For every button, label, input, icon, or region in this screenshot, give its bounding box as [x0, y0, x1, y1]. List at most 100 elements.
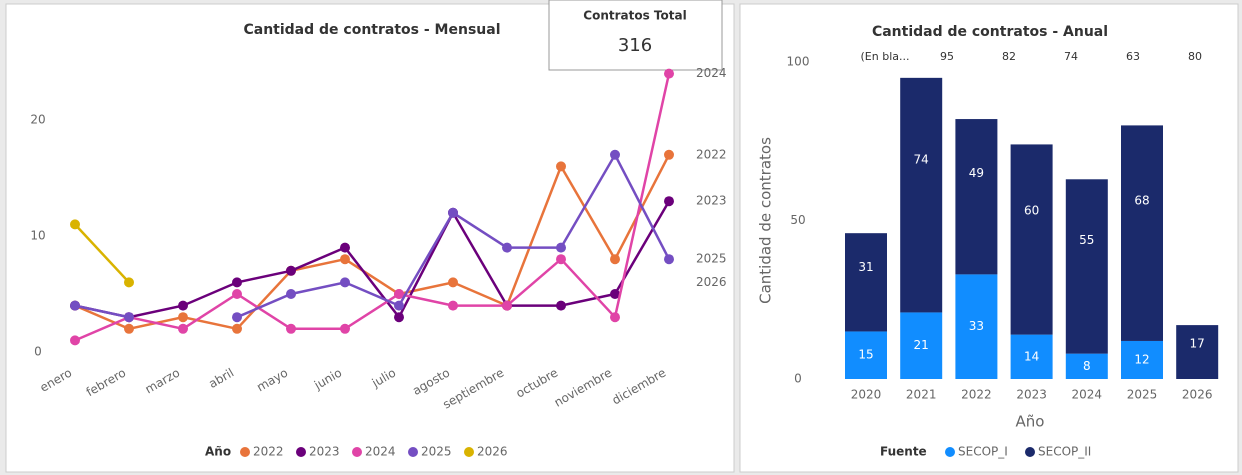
x-tick-label: 2024	[1072, 388, 1103, 402]
point	[664, 149, 674, 160]
header-label: 74	[1064, 50, 1078, 63]
end-label: 2025	[696, 252, 727, 266]
value-label: 49	[969, 166, 984, 180]
bar-segment	[1121, 125, 1163, 341]
y-tick-label: 100	[787, 55, 810, 69]
bar-segment	[1010, 144, 1053, 335]
y-tick-label: 10	[30, 229, 45, 243]
point	[232, 289, 242, 299]
y-tick-label: 20	[30, 113, 45, 127]
end-label: 2022	[696, 147, 727, 161]
line	[74, 200, 671, 320]
point	[394, 312, 404, 323]
point	[610, 254, 620, 265]
bar-segment	[1065, 179, 1108, 354]
legend-marker	[408, 447, 418, 457]
card-value: 316	[618, 35, 652, 56]
legend-label: SECOP_I	[958, 445, 1008, 459]
bar-segment	[900, 312, 943, 379]
point	[556, 254, 566, 265]
bar-segment	[955, 274, 998, 379]
legend-title: Año	[205, 445, 231, 459]
point	[610, 149, 620, 160]
point	[448, 207, 458, 218]
value-label: 8	[1083, 359, 1091, 373]
point	[70, 300, 80, 311]
legend-label: 2026	[477, 445, 508, 459]
bar-segment	[1010, 334, 1053, 379]
bar-segment	[900, 77, 943, 313]
legend-marker	[945, 447, 955, 457]
card	[548, 0, 723, 71]
legend-marker	[1025, 447, 1035, 457]
point	[340, 277, 350, 288]
point	[448, 277, 458, 288]
point	[664, 254, 674, 265]
legend-label: 2024	[365, 445, 396, 459]
end-label: 2023	[696, 194, 727, 208]
point	[394, 300, 404, 311]
bar-segment	[1065, 353, 1108, 379]
point	[340, 254, 350, 265]
legend-label: 2025	[421, 445, 452, 459]
point	[664, 196, 674, 207]
x-tick-label: 2022	[961, 388, 992, 402]
legend-marker	[296, 447, 306, 457]
x-axis-label: Año	[1016, 413, 1045, 431]
point	[286, 323, 296, 334]
point	[556, 300, 566, 311]
line	[74, 223, 130, 284]
end-label: 2026	[696, 275, 727, 289]
point	[286, 265, 296, 276]
point	[610, 312, 620, 323]
value-label: 55	[1079, 233, 1094, 247]
value-label: 17	[1190, 336, 1205, 350]
point	[286, 289, 296, 299]
legend-marker	[464, 447, 474, 457]
line	[74, 154, 671, 331]
legend-label: SECOP_II	[1038, 445, 1091, 459]
point	[556, 242, 566, 253]
card-title: Contratos Total	[583, 9, 686, 23]
point	[178, 300, 188, 311]
value-label: 15	[858, 348, 873, 362]
header-label: (En bla...	[861, 50, 910, 63]
point	[178, 312, 188, 323]
point	[340, 242, 350, 253]
value-label: 14	[1024, 349, 1039, 363]
header-label: 82	[1002, 50, 1016, 63]
x-tick-label: 2023	[1016, 388, 1047, 402]
y-tick-label: 50	[790, 213, 805, 227]
header-label: 80	[1188, 50, 1202, 63]
point	[664, 68, 674, 79]
point	[340, 323, 350, 334]
header-label: 63	[1126, 50, 1140, 63]
point	[124, 277, 134, 288]
legend-label: 2023	[309, 445, 340, 459]
point	[232, 312, 242, 323]
x-tick-label: 2026	[1182, 388, 1213, 402]
chart-title: Cantidad de contratos - Mensual	[243, 22, 500, 38]
point	[124, 323, 134, 334]
point	[232, 323, 242, 334]
point	[448, 300, 458, 311]
left-panel	[5, 3, 735, 473]
point	[124, 312, 134, 323]
x-tick-label: 2020	[851, 388, 882, 402]
point	[394, 289, 404, 299]
point	[610, 289, 620, 299]
bar-segment	[955, 119, 998, 275]
value-label: 31	[858, 260, 873, 274]
bar-segment	[845, 233, 887, 332]
point	[178, 323, 188, 334]
header-label: 95	[940, 50, 954, 63]
bar-segment	[1121, 340, 1163, 379]
y-tick-label: 0	[34, 345, 42, 359]
point	[502, 300, 512, 311]
end-label: 2024	[696, 66, 727, 80]
legend-label: 2022	[253, 445, 284, 459]
value-label: 74	[914, 152, 929, 166]
bar-segment	[1176, 325, 1219, 379]
point	[232, 277, 242, 288]
